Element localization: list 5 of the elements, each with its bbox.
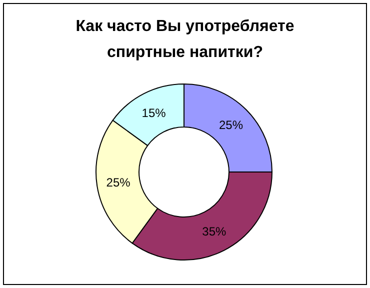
chart-title: Как часто Вы употребляете спиртные напитки? (76, 18, 294, 61)
data-label: 15% (142, 106, 166, 120)
data-label: 25% (219, 118, 244, 132)
data-label: 25% (106, 176, 131, 190)
data-label: 35% (202, 224, 227, 238)
